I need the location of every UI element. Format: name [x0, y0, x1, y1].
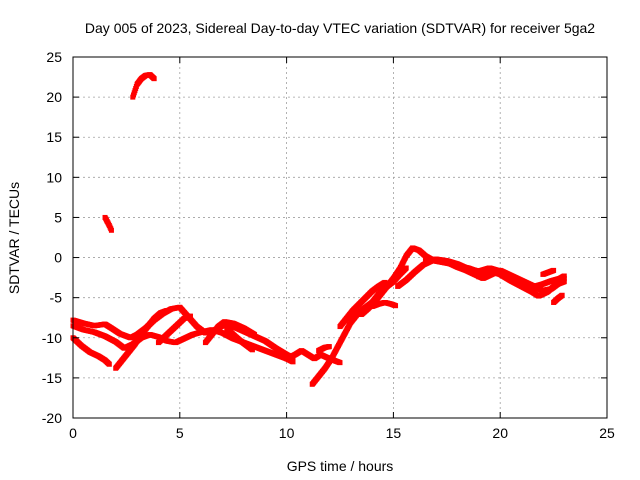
data-point [382, 279, 388, 285]
y-tick-label: -20 [42, 410, 62, 426]
x-tick-label: 0 [69, 425, 77, 441]
series-arc-9 [309, 265, 409, 387]
y-tick-label: -5 [50, 290, 63, 306]
series-arc-18 [551, 292, 565, 305]
data-point [561, 279, 567, 285]
x-tick-label: 15 [386, 425, 402, 441]
data-point [561, 275, 567, 281]
data-point [290, 359, 296, 365]
data-point [551, 267, 557, 273]
data-point [106, 361, 112, 367]
series-arc-13 [369, 299, 399, 309]
data-point [393, 303, 399, 309]
x-axis-label: GPS time / hours [287, 458, 394, 474]
series-arc-20 [130, 72, 157, 100]
series-arc-7 [224, 325, 255, 353]
data-point [151, 76, 157, 82]
data-point [559, 292, 565, 298]
x-tick-label: 5 [176, 425, 184, 441]
y-tick-label: 20 [46, 89, 62, 105]
series-arc-4 [113, 308, 170, 371]
y-tick-label: 0 [54, 250, 62, 266]
x-tick-label: 25 [599, 425, 615, 441]
series-arc-3 [70, 335, 112, 367]
series-arc-5 [155, 313, 193, 346]
data-point [337, 360, 343, 366]
y-tick-label: -10 [42, 330, 62, 346]
y-axis-label: SDTVAR / TECUs [6, 182, 22, 294]
data-point [252, 332, 258, 338]
series-arc-16 [476, 268, 567, 299]
series-arc-11 [337, 279, 388, 330]
series-arc-6 [202, 319, 258, 346]
series-arc-17 [540, 267, 557, 277]
y-tick-label: -15 [42, 370, 62, 386]
x-tick-label: 20 [492, 425, 508, 441]
y-tick-label: 25 [46, 49, 62, 65]
x-tick-label: 10 [279, 425, 295, 441]
chart-title: Day 005 of 2023, Sidereal Day-to-day VTE… [85, 20, 595, 36]
grid [73, 57, 607, 418]
data-point [326, 344, 332, 350]
y-tick-label: 10 [46, 169, 62, 185]
data-point [249, 347, 255, 353]
data-point [164, 308, 170, 314]
y-tick-label: 15 [46, 129, 62, 145]
data-points [70, 72, 567, 387]
series-arc-19 [102, 214, 114, 233]
data-point [187, 313, 193, 319]
plot-frame [72, 56, 608, 419]
axis-ticks: 0 5 10 15 20 25 -20 -15 -10 -5 0 5 10 15 20 25 [42, 49, 615, 441]
y-tick-label: 5 [54, 209, 62, 225]
series-arc-10 [316, 344, 332, 354]
data-point [108, 227, 114, 233]
data-point [403, 265, 409, 271]
